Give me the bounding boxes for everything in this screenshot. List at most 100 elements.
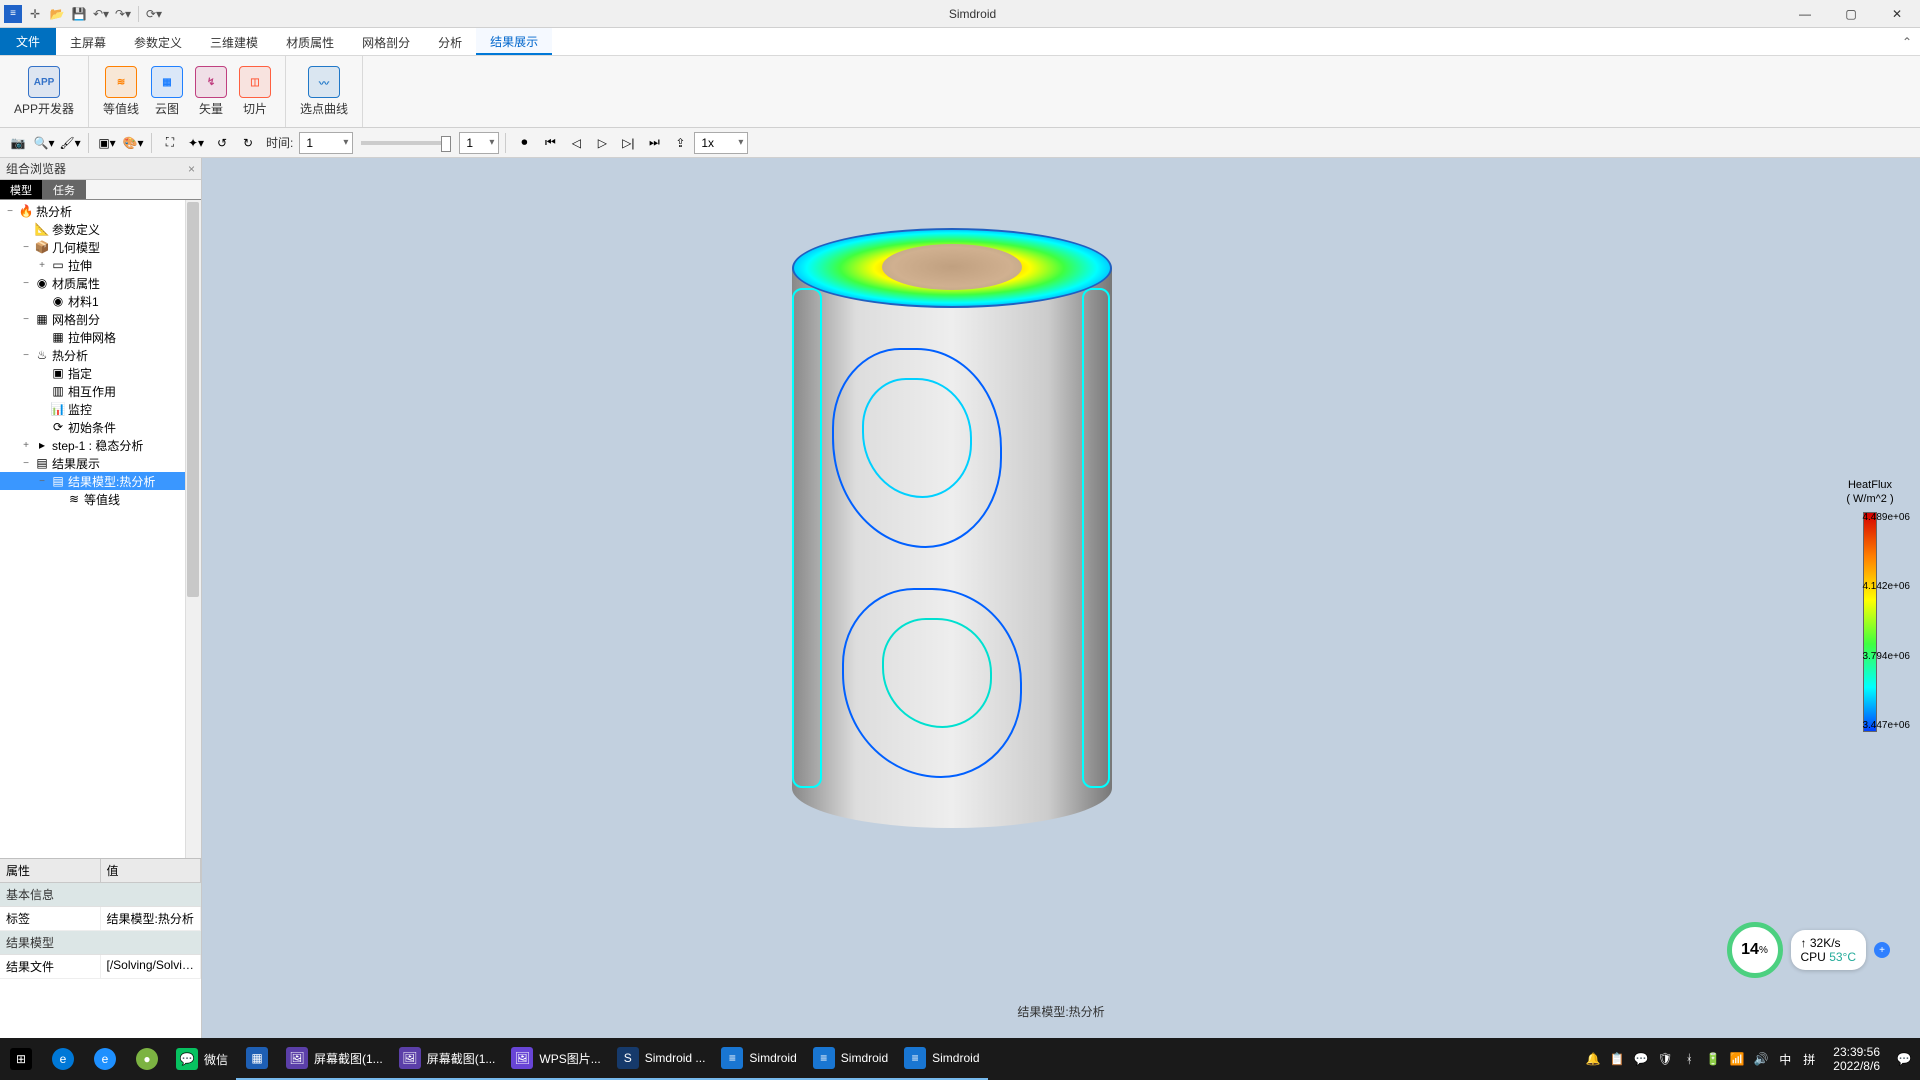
menu-file[interactable]: 文件 [0,28,56,55]
camera-icon[interactable]: 📷 [6,131,30,155]
step-select[interactable]: 1 [459,132,499,154]
menu-tab[interactable]: 分析 [424,28,476,55]
play-icon[interactable]: ▷ [590,131,614,155]
menu-tab[interactable]: 参数定义 [120,28,196,55]
axes-icon[interactable]: ✦▾ [184,131,208,155]
taskbar-app[interactable]: 🖼WPS图片... [503,1038,608,1080]
time-slider[interactable] [361,141,451,145]
prop-file-val[interactable]: [/Solving/Solvin... [101,955,202,978]
taskbar-app[interactable]: ≡Simdroid [896,1038,987,1080]
ribbon-button[interactable]: 〰选点曲线 [294,60,354,123]
tree-tab[interactable]: 模型 [0,180,43,199]
minimize-button[interactable]: — [1782,0,1828,28]
tree-expander-icon[interactable]: − [20,278,32,289]
taskbar-app[interactable]: SSimdroid ... [609,1038,714,1080]
prev-frame-icon[interactable]: ◁ [564,131,588,155]
tree-node[interactable]: 📐参数定义 [0,220,201,238]
taskbar-app[interactable]: ≡Simdroid [713,1038,804,1080]
rotate-ccw-icon[interactable]: ↺ [210,131,234,155]
ime-lang-icon[interactable]: 中 [1777,1051,1793,1067]
time-select[interactable]: 1 [299,132,353,154]
tree-node[interactable]: ▥相互作用 [0,382,201,400]
ribbon-collapse-icon[interactable]: ⌃ [1894,28,1920,55]
browser-close-icon[interactable]: × [188,162,195,176]
tree-scrollbar[interactable] [185,200,201,858]
tree-node[interactable]: 📊监控 [0,400,201,418]
tree-scrollbar-thumb[interactable] [187,202,199,597]
qat-save-icon[interactable]: 💾 [70,5,88,23]
model-tree[interactable]: −🔥热分析📐参数定义−📦几何模型+▭拉伸−◉材质属性◉材料1−▦网格剖分▦拉伸网… [0,200,201,858]
last-frame-icon[interactable]: ⏭ [642,131,666,155]
tree-node[interactable]: +▸step-1 : 稳态分析 [0,436,201,454]
taskbar-app[interactable]: 🖼屏幕截图(1... [391,1038,504,1080]
ribbon-button[interactable]: ◫切片 [233,60,277,123]
tree-node[interactable]: −♨热分析 [0,346,201,364]
tree-node[interactable]: ≋等值线 [0,490,201,508]
speed-select[interactable]: 1x [694,132,748,154]
ime-mode-icon[interactable]: 拼 [1801,1051,1817,1067]
next-frame-icon[interactable]: ▷| [616,131,640,155]
taskbar-app[interactable]: 🖼屏幕截图(1... [278,1038,391,1080]
tree-node[interactable]: +▭拉伸 [0,256,201,274]
taskbar-app[interactable]: ● [126,1038,168,1080]
qat-undo-icon[interactable]: ↶▾ [92,5,110,23]
maximize-button[interactable]: ▢ [1828,0,1874,28]
tree-expander-icon[interactable]: − [4,206,16,217]
ribbon-button[interactable]: ↯矢量 [189,60,233,123]
first-frame-icon[interactable]: ⏮ [538,131,562,155]
fit-icon[interactable]: ⛶ [158,131,182,155]
tray-icon[interactable]: 📋 [1609,1051,1625,1067]
tray-icon[interactable]: 🔊 [1753,1051,1769,1067]
tray-icon[interactable]: 📶 [1729,1051,1745,1067]
taskbar-app[interactable]: ▦ [236,1038,278,1080]
taskbar-app[interactable]: 💬微信 [168,1038,236,1080]
tray-icon[interactable]: 🔔 [1585,1051,1601,1067]
tree-node[interactable]: ⟳初始条件 [0,418,201,436]
zoom-icon[interactable]: 🔍▾ [32,131,56,155]
brush-icon[interactable]: 🖌▾ [58,131,82,155]
qat-open-icon[interactable]: 📂 [48,5,66,23]
ribbon-button[interactable]: ≋等值线 [97,60,145,123]
menu-tab[interactable]: 网格剖分 [348,28,424,55]
tree-expander-icon[interactable]: − [20,350,32,361]
tree-node[interactable]: ▣指定 [0,364,201,382]
taskbar-app[interactable]: e [42,1038,84,1080]
menu-tab[interactable]: 结果展示 [476,28,552,55]
notifications-icon[interactable]: 💬 [1896,1051,1912,1067]
tree-expander-icon[interactable]: + [36,260,48,271]
viewport-3d[interactable]: 结果模型:热分析 HeatFlux ( W/m^2 ) 4.489e+064.1… [202,158,1920,1038]
ribbon-button[interactable]: ▦云图 [145,60,189,123]
tree-expander-icon[interactable]: − [36,476,48,487]
taskbar-app[interactable]: e [84,1038,126,1080]
perf-expand-icon[interactable]: + [1874,942,1890,958]
tray-icon[interactable]: 💬 [1633,1051,1649,1067]
tree-expander-icon[interactable]: − [20,458,32,469]
tray-icon[interactable]: 🔋 [1705,1051,1721,1067]
tree-node[interactable]: ◉材料1 [0,292,201,310]
tree-node[interactable]: −🔥热分析 [0,202,201,220]
tree-node[interactable]: −📦几何模型 [0,238,201,256]
taskbar-clock[interactable]: 23:39:56 2022/8/6 [1825,1045,1888,1073]
tree-node[interactable]: −◉材质属性 [0,274,201,292]
qat-new-icon[interactable]: ✛ [26,5,44,23]
tree-node[interactable]: ▦拉伸网格 [0,328,201,346]
taskbar-app[interactable]: ⊞ [0,1038,42,1080]
record-icon[interactable]: ⏺ [512,131,536,155]
tray-icon[interactable]: ᚼ [1681,1051,1697,1067]
qat-refresh-icon[interactable]: ⟳▾ [145,5,163,23]
ribbon-button[interactable]: APPAPP开发器 [8,60,80,123]
taskbar-app[interactable]: ≡Simdroid [805,1038,896,1080]
cube-icon[interactable]: ▣▾ [95,131,119,155]
tree-node[interactable]: −▤结果模型:热分析 [0,472,201,490]
export-anim-icon[interactable]: ⇪ [668,131,692,155]
perf-widget[interactable]: 14% ↑ 32K/s CPU 53°C + [1727,922,1890,978]
prop-label-val[interactable]: 结果模型:热分析 [101,907,202,930]
qat-redo-icon[interactable]: ↷▾ [114,5,132,23]
tree-node[interactable]: −▤结果展示 [0,454,201,472]
tree-expander-icon[interactable]: − [20,242,32,253]
menu-tab[interactable]: 材质属性 [272,28,348,55]
close-button[interactable]: ✕ [1874,0,1920,28]
menu-tab[interactable]: 三维建模 [196,28,272,55]
tree-tab[interactable]: 任务 [43,180,86,199]
tree-expander-icon[interactable]: − [20,314,32,325]
